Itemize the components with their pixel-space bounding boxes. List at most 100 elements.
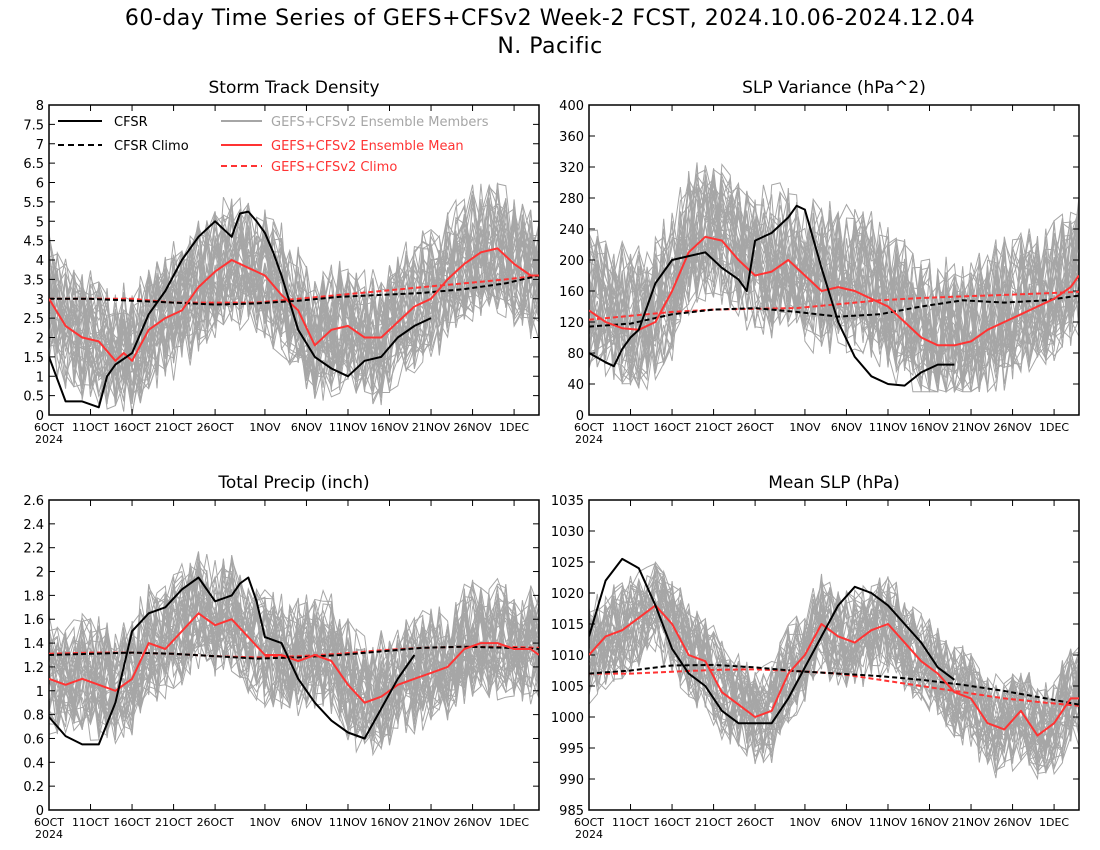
y-tick-label: 990 [559, 773, 584, 788]
x-tick-label: 26NOV [453, 421, 492, 434]
series-cfsr [589, 204, 955, 387]
series-lines [589, 204, 1079, 387]
y-tick-label: 240 [559, 223, 584, 238]
x-tick-label: 11OCT [612, 421, 649, 434]
y-tick-label: 360 [559, 130, 584, 145]
series-cfsr [589, 557, 955, 725]
ensemble-member-line [589, 598, 1079, 779]
ensemble-member-line [49, 207, 539, 412]
y-tick-label: 1025 [551, 556, 584, 571]
ensemble-member-line [589, 575, 1079, 758]
y-tick-label: 4 [36, 254, 44, 269]
ensemble-member-line [49, 570, 539, 741]
y-tick-label: 2.6 [23, 494, 44, 509]
figure-title-line2: N. Pacific [497, 34, 603, 59]
series-cfsr [49, 576, 416, 746]
chart-panel: SLP Variance (hPa^2) 0 40 80 120 160 200 240 280… [559, 78, 1080, 446]
ensemble-member-line [49, 572, 539, 743]
y-tick-label: 1000 [551, 711, 584, 726]
series-lines [49, 576, 539, 746]
x-tick-label: 26NOV [993, 421, 1032, 434]
x-tick-label: 16NOV [370, 816, 409, 829]
x-tick-label: 6NOV [291, 421, 323, 434]
series-gefs-cfsv2-climo [589, 290, 1079, 321]
ensemble-member-line [589, 586, 1079, 766]
ensemble-member-line [589, 204, 1079, 393]
x-tick-label: 6OCT [574, 421, 604, 434]
y-tick-label: 6 [36, 177, 44, 192]
y-tick-label: 2.5 [23, 312, 44, 327]
x-tick-label: 21OCT [695, 816, 732, 829]
y-tick-label: 1.6 [23, 613, 44, 628]
x-tick-label: 16OCT [114, 816, 151, 829]
y-tick-label: 0.5 [23, 390, 44, 405]
ensemble-member-line [589, 174, 1079, 393]
legend: CFSR CFSR Climo GEFS+CFSv2 Ensemble Member… [58, 115, 489, 175]
x-tick-label: 6OCT [34, 421, 64, 434]
x-tick-label: 21OCT [155, 816, 192, 829]
x-tick-label: 1DEC [1039, 421, 1069, 434]
ensemble-member-line [49, 558, 539, 721]
series-lines [589, 557, 1079, 737]
x-tick-label: 11OCT [72, 421, 109, 434]
x-tick-label: 21OCT [155, 421, 192, 434]
x-tick-label: 11OCT [72, 816, 109, 829]
x-tick-label: 1DEC [499, 421, 529, 434]
y-tick-label: 200 [559, 254, 584, 269]
legend-label: GEFS+CFSv2 Ensemble Members [271, 115, 489, 130]
y-tick-label: 1030 [551, 525, 584, 540]
ensemble-member-line [49, 199, 539, 402]
x-tick-label: 26NOV [993, 816, 1032, 829]
y-tick-label: 6.5 [23, 157, 44, 172]
x-tick-label: 11NOV [329, 816, 368, 829]
y-tick-label: 1035 [551, 494, 584, 509]
x-tick-label: 21NOV [952, 421, 991, 434]
y-tick-label: 4.5 [23, 235, 44, 250]
y-tick-label: 5 [36, 215, 44, 230]
y-tick-label: 0.8 [23, 709, 44, 724]
x-tick-label: 1DEC [1039, 816, 1069, 829]
series-cfsr [49, 210, 432, 409]
x-tick-label: 16OCT [114, 421, 151, 434]
chart-panel: Total Precip (inch) 0 0.2 0.4 0.6 0.8 1 1.2 1.4 1… [23, 473, 540, 841]
panel-title: Mean SLP (hPa) [768, 473, 900, 493]
ensemble-member-line [589, 190, 1079, 392]
series-gefs-cfsv2-climo [49, 274, 539, 304]
x-tick-label: 6NOV [831, 816, 863, 829]
y-tick-label: 1 [36, 370, 44, 385]
series-lines [49, 210, 539, 409]
x-tick-label: 16NOV [370, 421, 409, 434]
ensemble-member-line [49, 227, 539, 398]
series-cfsr-climo [589, 663, 1079, 706]
y-tick-label: 2 [36, 332, 44, 347]
y-tick-label: 2.4 [23, 518, 44, 533]
x-tick-label: 11NOV [329, 421, 368, 434]
series-cfsr-climo [49, 645, 539, 660]
series-gefs-cfsv2-ensemble-mean [589, 235, 1079, 347]
x-year-label: 2024 [35, 828, 63, 841]
x-tick-label: 16OCT [654, 816, 691, 829]
figure-title-line1: 60-day Time Series of GEFS+CFSv2 Week-2 … [124, 6, 976, 31]
y-tick-label: 280 [559, 192, 584, 207]
ensemble-member-line [49, 586, 539, 757]
ensemble-member-line [589, 584, 1079, 758]
x-tick-label: 26OCT [737, 816, 774, 829]
legend-label: CFSR [114, 115, 148, 130]
x-tick-label: 21NOV [412, 421, 451, 434]
y-tick-label: 3.5 [23, 273, 44, 288]
y-tick-label: 120 [559, 316, 584, 331]
y-tick-label: 995 [559, 742, 584, 757]
legend-label: GEFS+CFSv2 Ensemble Mean [271, 139, 464, 154]
ensemble-members [589, 162, 1079, 394]
x-tick-label: 1NOV [789, 816, 821, 829]
x-year-label: 2024 [575, 433, 603, 446]
y-tick-label: 1.5 [23, 351, 44, 366]
y-tick-label: 1.4 [23, 637, 44, 652]
x-tick-label: 1NOV [789, 421, 821, 434]
y-tick-label: 7 [36, 138, 44, 153]
y-tick-label: 80 [567, 347, 584, 362]
x-tick-label: 1NOV [249, 421, 281, 434]
y-tick-label: 0.4 [23, 756, 44, 771]
chart-panel: Mean SLP (hPa) 985 990 995 1000 1005 1010 1015 1… [551, 473, 1080, 841]
